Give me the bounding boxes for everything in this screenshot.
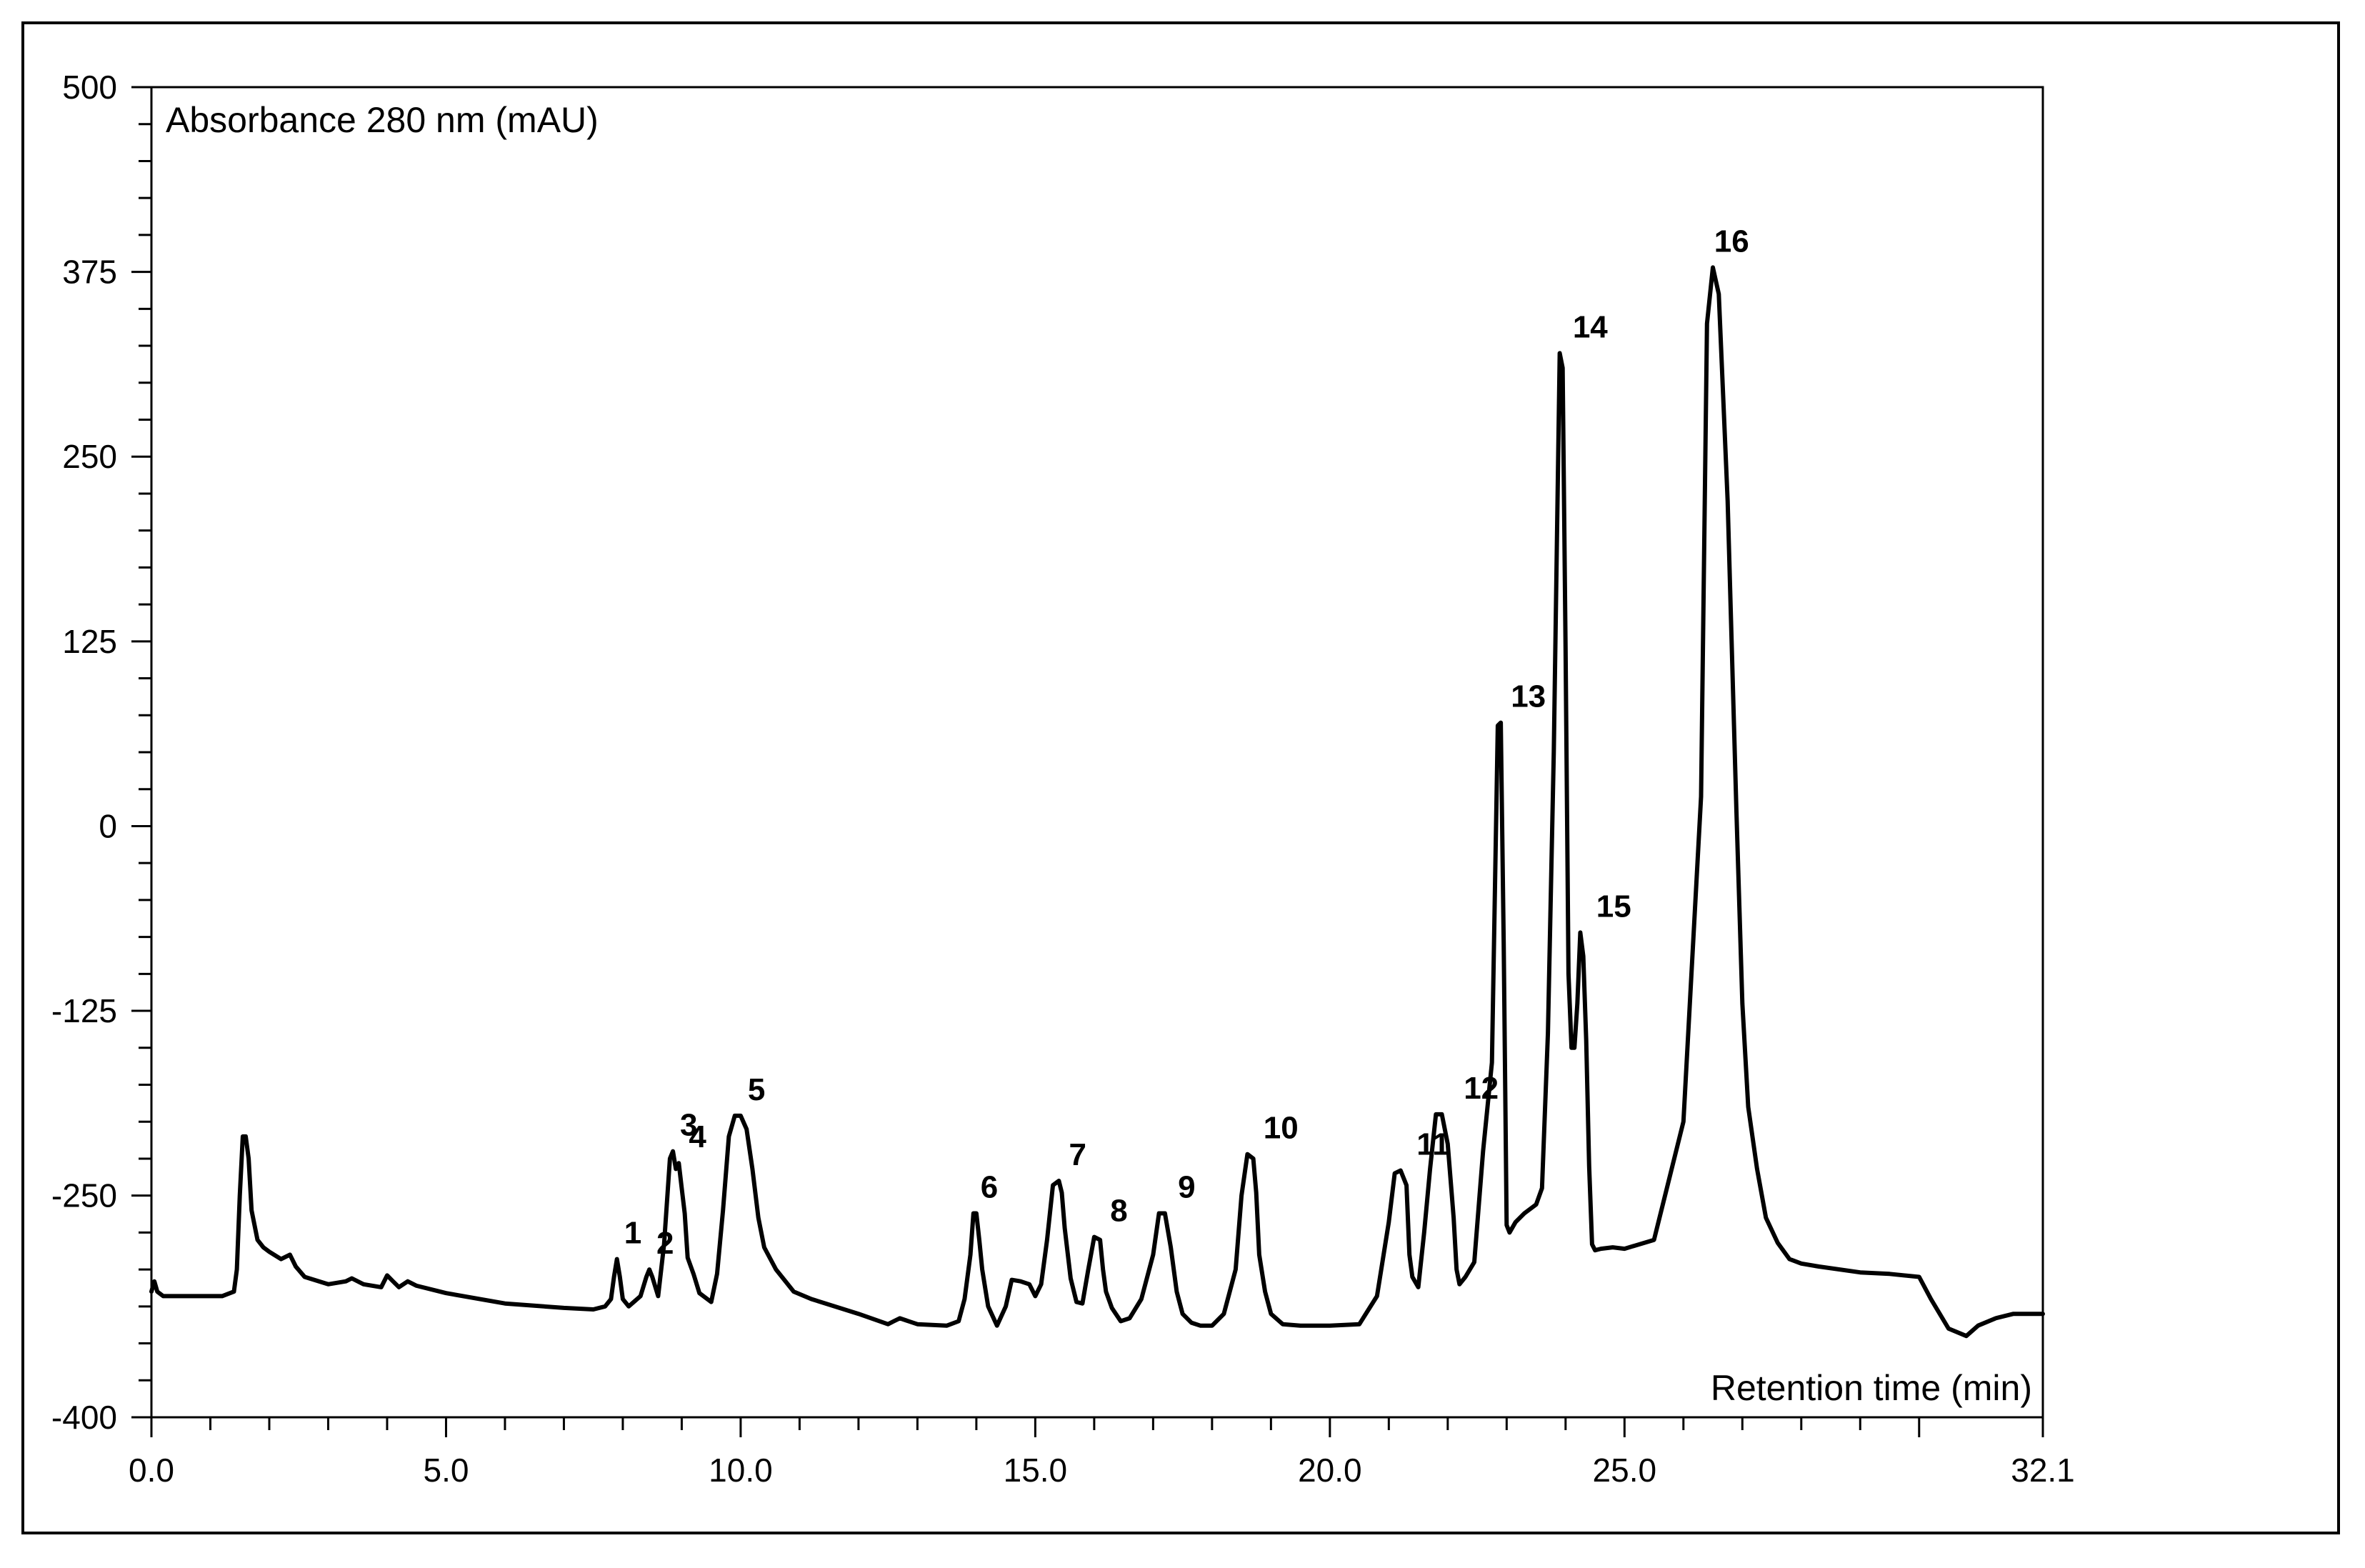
peak-label-13: 13: [1511, 679, 1546, 714]
y-tick-label: -125: [51, 992, 117, 1029]
peak-label-9: 9: [1178, 1169, 1195, 1204]
peak-label-11: 11: [1416, 1127, 1450, 1162]
y-tick-label: -250: [51, 1177, 117, 1214]
peak-label-14: 14: [1573, 309, 1608, 344]
peak-label-3: 3: [680, 1108, 697, 1143]
peak-label-10: 10: [1264, 1111, 1299, 1146]
peak-label-15: 15: [1596, 889, 1631, 924]
y-tick-label: 375: [62, 254, 117, 291]
peak-label-5: 5: [748, 1072, 765, 1107]
y-tick-label: 500: [62, 69, 117, 106]
y-axis-label: Absorbance 280 nm (mAU): [166, 100, 599, 140]
x-tick-label: 25.0: [1593, 1452, 1657, 1489]
peak-label-2: 2: [656, 1226, 674, 1261]
x-tick-label: 0.0: [129, 1452, 174, 1489]
peak-label-12: 12: [1464, 1071, 1499, 1106]
peak-label-16: 16: [1714, 224, 1749, 259]
plot-area-frame: [150, 86, 2044, 1419]
y-tick-label: -400: [51, 1399, 117, 1436]
x-tick-label: 5.0: [423, 1452, 469, 1489]
x-tick-label: 10.0: [709, 1452, 773, 1489]
chromatogram-trace: [149, 265, 2045, 1339]
peak-label-6: 6: [981, 1169, 998, 1204]
y-axis-ticks: 500 375 250 125 0 -125 -250 -400: [51, 69, 151, 1436]
y-tick-label: 0: [99, 807, 117, 844]
peak-label-1: 1: [624, 1216, 641, 1251]
peak-label-8: 8: [1110, 1194, 1127, 1229]
x-tick-label: 32.1: [2011, 1452, 2075, 1489]
peak-label-7: 7: [1069, 1137, 1086, 1172]
peak-label-4: 4: [689, 1119, 706, 1154]
y-tick-label: 125: [62, 623, 117, 660]
x-tick-label: 15.0: [1004, 1452, 1068, 1489]
x-axis-label: Retention time (min): [1711, 1368, 2032, 1408]
x-tick-label: 20.0: [1298, 1452, 1362, 1489]
y-tick-label: 250: [62, 438, 117, 475]
x-axis-ticks: 0.0 5.0 10.0 15.0 20.0 25.0 32.1: [129, 1417, 2075, 1489]
